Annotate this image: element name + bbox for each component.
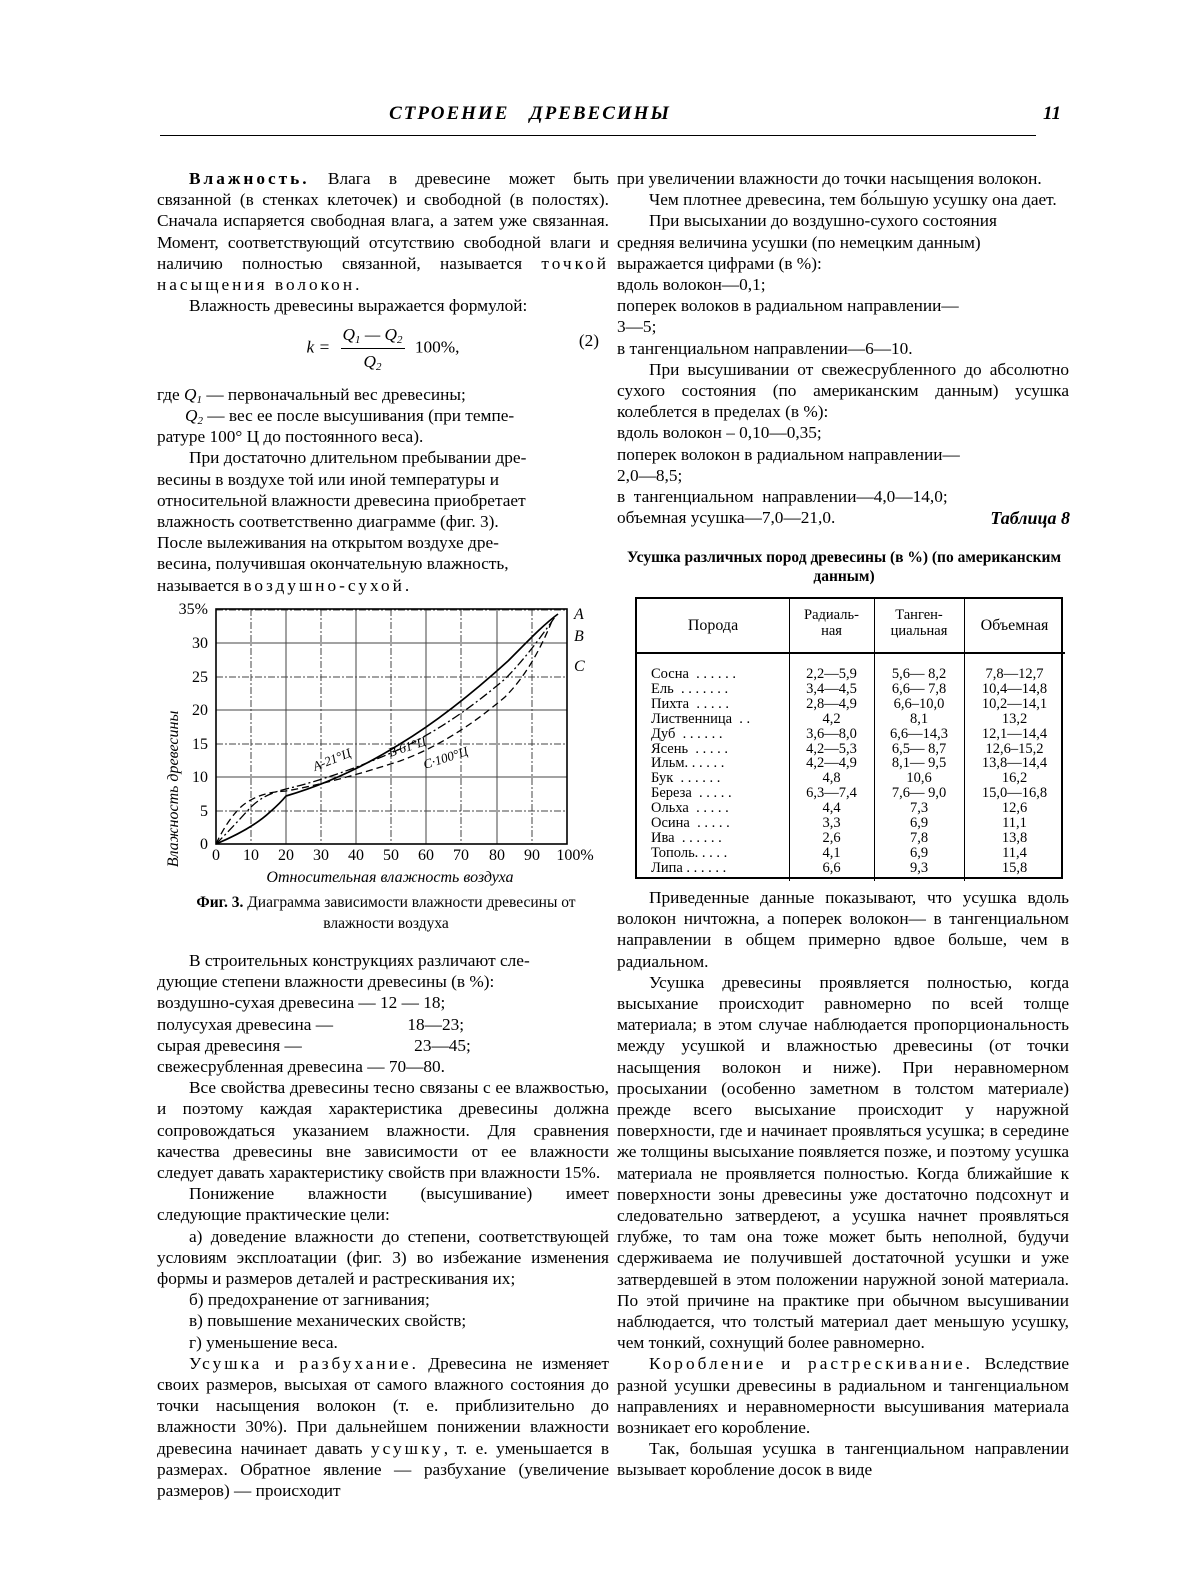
svg-text:15: 15 [192,736,208,753]
svg-text:B·61°Ц: B·61°Ц [386,733,428,759]
svg-text:30: 30 [313,847,329,864]
svg-text:B: B [574,628,584,645]
svg-text:20: 20 [192,702,208,719]
svg-text:Влажность древесины: Влажность древесины [165,711,182,868]
svg-text:20: 20 [278,847,294,864]
svg-text:25: 25 [192,669,208,686]
svg-text:A-21°Ц: A-21°Ц [310,745,354,774]
svg-text:70: 70 [453,847,469,864]
svg-text:60: 60 [418,847,434,864]
svg-text:0: 0 [212,847,220,864]
svg-text:50: 50 [383,847,399,864]
svg-text:30: 30 [192,635,208,652]
svg-text:100%: 100% [556,847,593,864]
svg-text:Относительная влажность воздух: Относительная влажность воздуха [266,869,513,886]
svg-text:90: 90 [524,847,540,864]
svg-text:10: 10 [192,769,208,786]
svg-text:40: 40 [348,847,364,864]
svg-text:10: 10 [243,847,259,864]
svg-text:5: 5 [200,803,208,820]
svg-text:C: C [574,658,585,675]
svg-text:80: 80 [489,847,505,864]
svg-text:35%: 35% [179,601,208,618]
svg-text:0: 0 [200,836,208,853]
svg-text:A: A [573,606,584,623]
svg-text:C·100°Ц: C·100°Ц [421,743,470,772]
